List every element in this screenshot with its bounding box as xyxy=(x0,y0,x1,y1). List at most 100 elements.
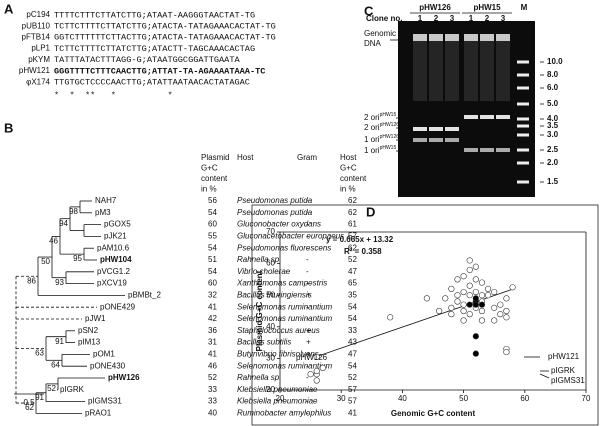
plasmid-gc: 33 xyxy=(208,397,217,406)
x-tick-label: 40 xyxy=(398,394,407,403)
ori-text: 2 ori xyxy=(364,123,380,132)
alignment: pC194 TTTTCTTTCTTATCTTG;ATAAT-AAGGGTAACTA… xyxy=(19,10,276,100)
panel-label: B xyxy=(4,120,13,135)
gel-smear xyxy=(445,41,459,101)
clone-number: 2 xyxy=(434,14,439,23)
plasmid-gc: 55 xyxy=(208,232,217,241)
bootstrap: 94 xyxy=(59,219,68,228)
gram: - xyxy=(306,373,309,382)
gram: + xyxy=(306,291,311,300)
x-tick-label: 70 xyxy=(582,394,591,403)
host: Xanthomonas campestris xyxy=(236,279,327,288)
point xyxy=(472,276,479,283)
bootstrap: 91 xyxy=(35,393,44,402)
gel-band xyxy=(496,34,510,41)
ori-text: 2 ori xyxy=(364,113,380,122)
host-gc: 65 xyxy=(348,279,357,288)
genomic-label: DNA xyxy=(364,39,382,48)
clone-label: Clone no. xyxy=(366,14,402,23)
point xyxy=(472,333,479,340)
marker-band xyxy=(517,86,529,90)
gel-band xyxy=(496,148,510,152)
column-header: Gram xyxy=(297,153,317,162)
point xyxy=(472,301,479,308)
plasmid-gc: 42 xyxy=(208,314,217,323)
point xyxy=(307,371,314,378)
bootstrap: 50 xyxy=(41,257,50,266)
point xyxy=(484,285,492,292)
marker-band xyxy=(517,161,529,165)
plasmid-gc: 54 xyxy=(208,267,217,276)
column-header: in % xyxy=(201,185,217,194)
plasmid-gc: 60 xyxy=(208,279,217,288)
leaf-name: pJK21 xyxy=(104,232,127,241)
column-header: Host xyxy=(340,153,357,162)
y-tick-label: 60 xyxy=(266,259,275,268)
host: Butyrivibrio fibrisolvens xyxy=(237,350,319,359)
conservation: * * ** * * xyxy=(54,90,173,100)
leaf-name: pAM10.6 xyxy=(97,243,130,252)
plasmid-gc: 33 xyxy=(208,385,217,394)
ori-sup: pHW15 xyxy=(380,112,397,118)
host: Bacillus subtilis xyxy=(237,338,291,347)
host: Bacillus thuringiensis xyxy=(237,291,312,300)
host-gc: 62 xyxy=(348,243,357,252)
host: Staphylococcus aureus xyxy=(237,326,320,335)
gel-band xyxy=(413,138,427,142)
gel-smear xyxy=(480,41,494,101)
point xyxy=(466,301,473,308)
marker-size: 4.0 xyxy=(547,114,559,123)
gram: - xyxy=(306,279,309,288)
gram: - xyxy=(306,255,309,264)
marker-band xyxy=(517,133,529,137)
plasmid-gc: 31 xyxy=(208,338,217,347)
host: Pseudomonas putida xyxy=(237,208,313,217)
point xyxy=(466,292,473,299)
lane-group: pHW15 xyxy=(473,3,501,12)
gel-smear xyxy=(429,41,443,101)
point xyxy=(472,350,479,357)
plasmid-gc: 52 xyxy=(208,373,217,382)
gram: - xyxy=(306,302,309,311)
point xyxy=(460,307,467,315)
ori-label: 2 oripHW15 xyxy=(364,112,396,122)
leaf-name: pONE430 xyxy=(90,361,126,370)
scale-label: 0.5 xyxy=(23,398,35,407)
gel-band xyxy=(445,127,459,131)
gram: + xyxy=(306,350,311,359)
gel-smear xyxy=(413,41,427,101)
genomic-label: Genomic xyxy=(364,29,396,38)
leaf-name: pXCV19 xyxy=(97,279,127,288)
point xyxy=(460,288,467,296)
point xyxy=(478,279,486,286)
bootstrap: 93 xyxy=(55,278,64,287)
clone-number: 1 xyxy=(469,14,474,23)
host: Gluconobacter oxydans xyxy=(237,220,321,229)
point xyxy=(454,276,461,283)
y-tick-label: 70 xyxy=(266,227,275,236)
x-tick-label: 30 xyxy=(337,394,346,403)
host-gc: 61 xyxy=(348,220,357,229)
sequence: TCTTCTTTTCTTATCTTG;ATACTA-TATAGAAACACTAT… xyxy=(54,21,276,31)
host: Selenomonas ruminantium xyxy=(237,314,332,323)
host: Pseudomonas fluorescens xyxy=(237,243,331,252)
marker-lane: M xyxy=(521,3,528,12)
panel-label: A xyxy=(4,1,14,16)
plasmid-name: pC194 xyxy=(26,10,50,19)
ori-text: 1 ori xyxy=(364,146,380,155)
panel-frame xyxy=(251,204,599,426)
gram: - xyxy=(306,243,309,252)
marker-band xyxy=(517,73,529,77)
y-axis-title: Plasmid G+C content xyxy=(255,270,264,351)
leaf-name: NAH7 xyxy=(95,196,117,205)
leaf-name: pSN2 xyxy=(78,326,99,335)
point xyxy=(460,273,467,280)
gram: + xyxy=(306,326,311,335)
point xyxy=(313,353,320,360)
point xyxy=(472,288,479,296)
sequence: TTTTCTTTCTTATCTTG;ATAAT-AAGGGTAACTAT-TG xyxy=(54,10,255,20)
host-gc: 62 xyxy=(348,196,357,205)
bootstrap: 95 xyxy=(73,254,82,263)
clone-number: 2 xyxy=(485,14,490,23)
